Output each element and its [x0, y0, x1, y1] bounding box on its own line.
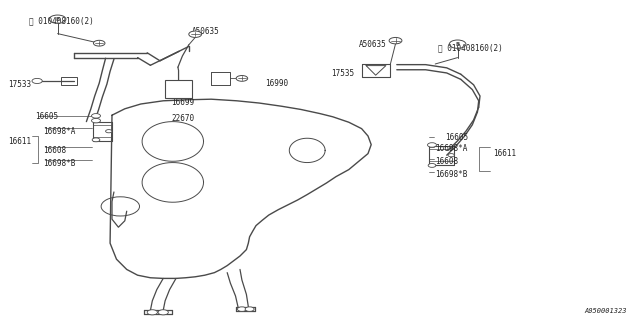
Circle shape	[237, 307, 246, 311]
Circle shape	[428, 164, 436, 167]
Text: 16611: 16611	[8, 137, 31, 146]
Bar	[165, 80, 192, 98]
Text: 16698*A: 16698*A	[43, 127, 76, 136]
Bar	[61, 77, 77, 85]
Circle shape	[147, 310, 157, 315]
Circle shape	[448, 154, 454, 157]
Circle shape	[245, 307, 254, 311]
Text: 16698*B: 16698*B	[435, 170, 468, 179]
Circle shape	[92, 114, 100, 118]
Text: 16698*B: 16698*B	[43, 159, 76, 168]
Text: 16605: 16605	[445, 133, 468, 142]
Text: A050001323: A050001323	[585, 308, 627, 314]
Circle shape	[189, 31, 202, 37]
Circle shape	[92, 118, 100, 123]
Text: 22670: 22670	[172, 114, 195, 123]
Text: 16990: 16990	[266, 79, 289, 88]
Text: B: B	[456, 42, 460, 47]
Text: 17533: 17533	[8, 80, 31, 89]
Text: 16608: 16608	[435, 157, 458, 166]
Circle shape	[93, 40, 105, 46]
Text: 16608: 16608	[43, 146, 66, 155]
Circle shape	[92, 138, 100, 142]
Circle shape	[32, 78, 42, 84]
Circle shape	[236, 76, 248, 81]
Circle shape	[158, 310, 168, 315]
Text: 16699: 16699	[172, 98, 195, 107]
Text: 16698*A: 16698*A	[435, 144, 468, 153]
Text: A50635: A50635	[358, 40, 386, 49]
Circle shape	[106, 130, 112, 133]
Text: B: B	[56, 17, 60, 22]
Circle shape	[389, 37, 402, 44]
Text: Ⓑ 010408160(2): Ⓑ 010408160(2)	[29, 16, 93, 25]
Text: 16605: 16605	[35, 112, 58, 121]
Text: A50635: A50635	[192, 28, 220, 36]
Circle shape	[428, 143, 436, 147]
Text: 16611: 16611	[493, 149, 516, 158]
Text: 17535: 17535	[332, 69, 355, 78]
Text: Ⓑ 010408160(2): Ⓑ 010408160(2)	[438, 44, 503, 52]
